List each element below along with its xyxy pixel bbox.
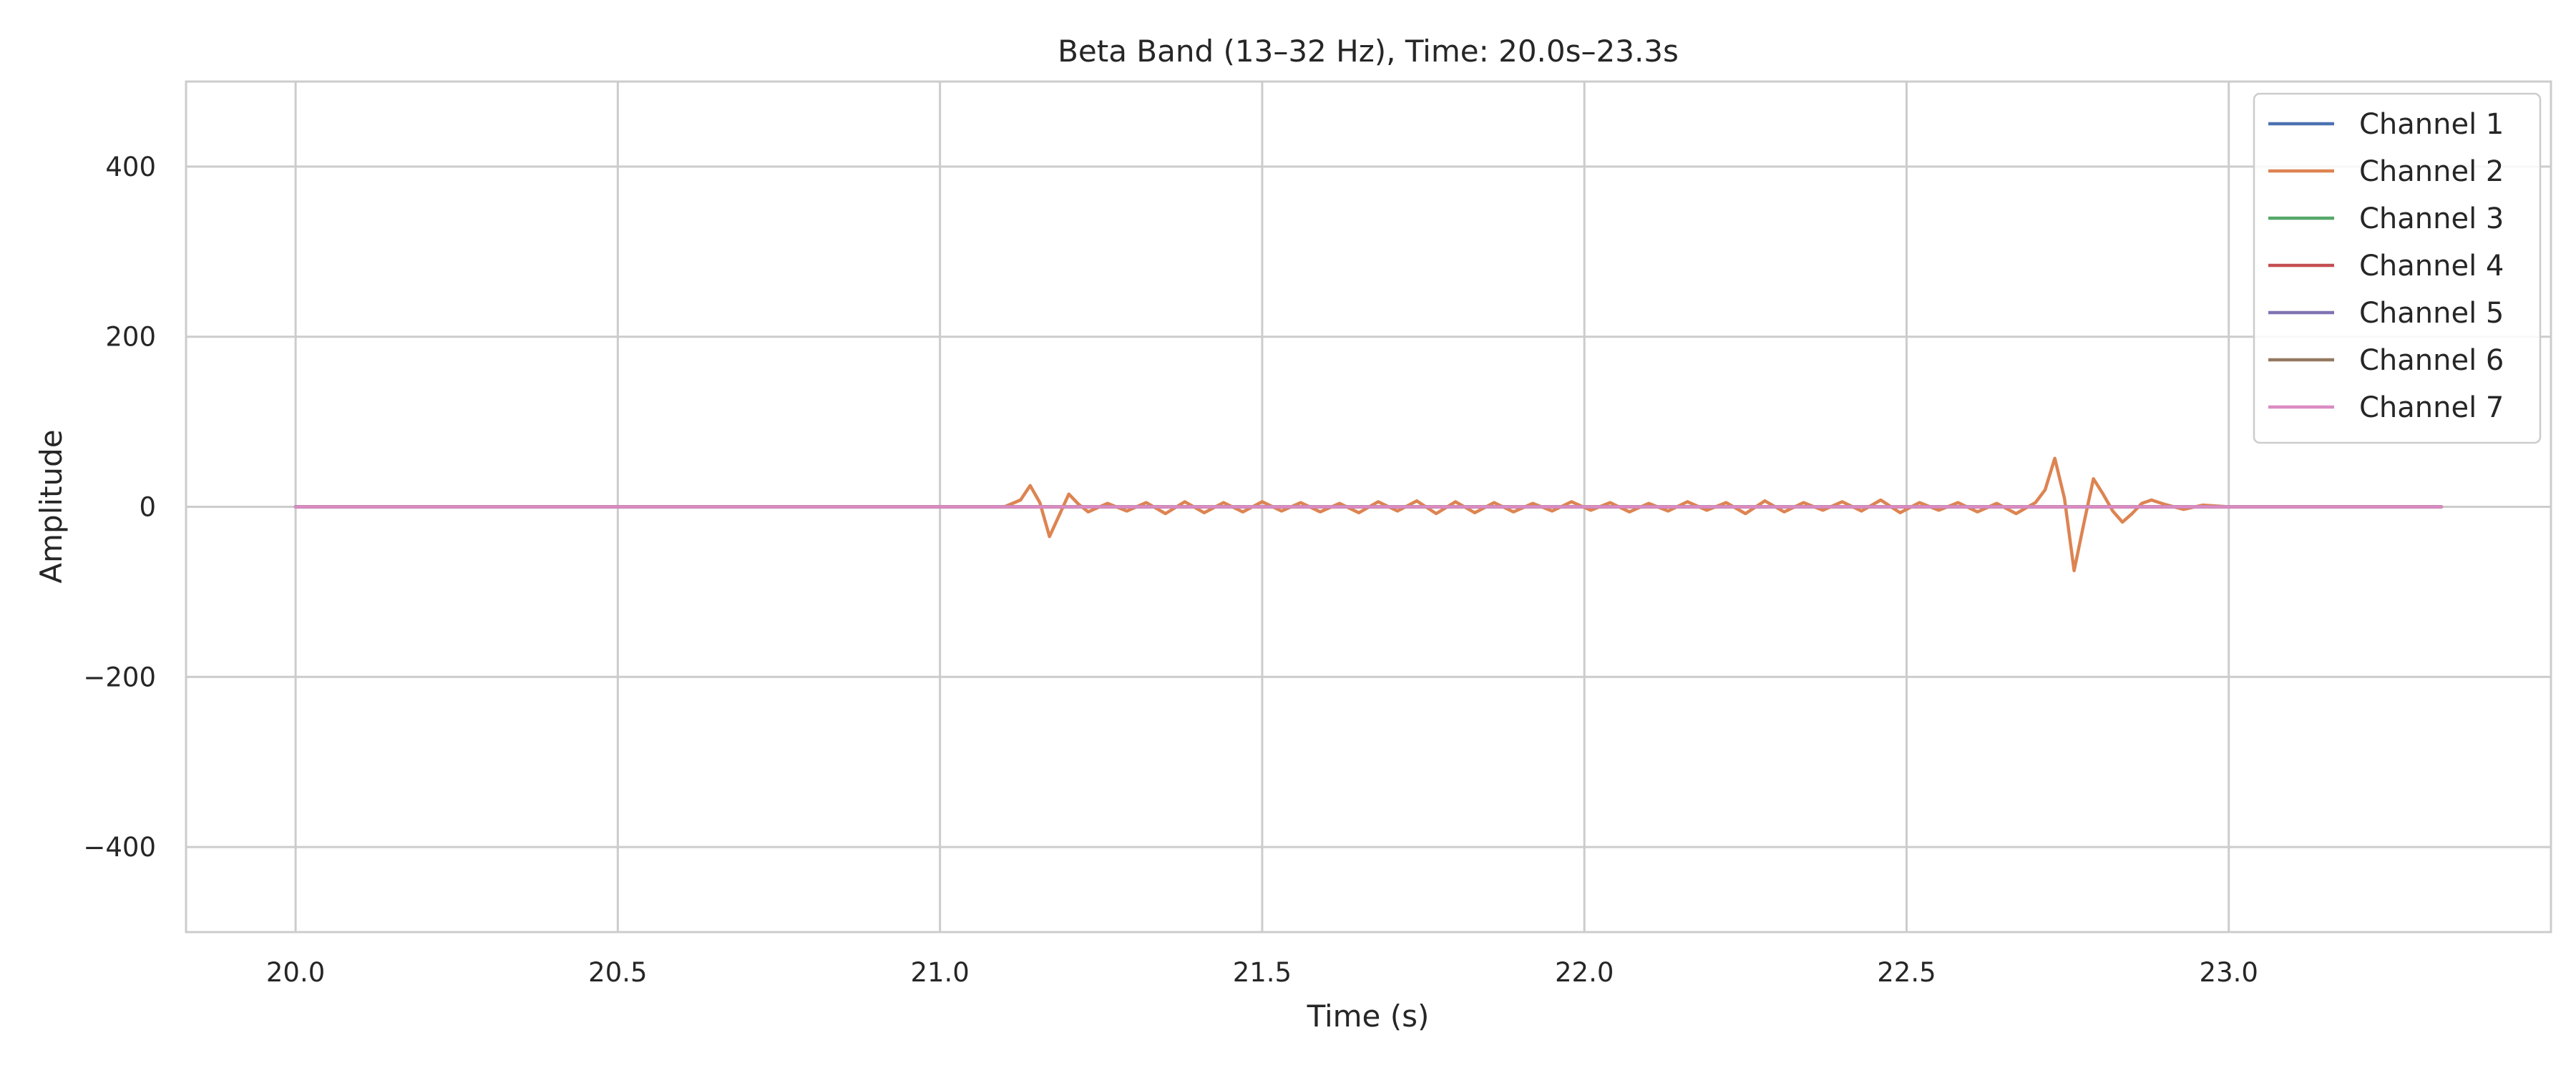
legend: Channel 1 Channel 2 Channel 3 Channel 4 Chan… xyxy=(2253,92,2542,444)
y-axis-label: Amplitude xyxy=(34,429,69,583)
legend-entry-label: Channel 6 xyxy=(2359,344,2504,377)
legend-entry-label: Channel 1 xyxy=(2359,108,2504,141)
x-tick-label: 23.0 xyxy=(2200,957,2258,988)
legend-entry-label: Channel 2 xyxy=(2359,155,2504,188)
legend-entry-label: Channel 7 xyxy=(2359,391,2504,424)
y-axis-ticks: 400 200 0 −200 −400 xyxy=(83,152,156,863)
x-tick-label: 21.5 xyxy=(1233,957,1292,988)
y-tick-label: −400 xyxy=(83,832,156,863)
y-tick-label: −200 xyxy=(83,662,156,692)
y-tick-label: 0 xyxy=(139,492,156,523)
plot-frame xyxy=(185,80,2552,934)
x-tick-label: 20.0 xyxy=(266,957,325,988)
x-tick-label: 21.0 xyxy=(910,957,969,988)
x-tick-label: 20.5 xyxy=(588,957,647,988)
y-tick-label: 200 xyxy=(105,322,156,353)
x-axis-ticks: 20.0 20.5 21.0 21.5 22.0 22.5 23.0 xyxy=(266,957,2258,988)
y-tick-label: 400 xyxy=(105,152,156,182)
x-tick-label: 22.0 xyxy=(1555,957,1614,988)
legend-entry-label: Channel 3 xyxy=(2359,202,2504,235)
series-layer xyxy=(293,456,2444,572)
x-axis-label: Time (s) xyxy=(1307,999,1430,1034)
chart-title: Beta Band (13–32 Hz), Time: 20.0s–23.3s xyxy=(1058,34,1679,69)
legend-entry-label: Channel 5 xyxy=(2359,297,2504,330)
x-tick-label: 22.5 xyxy=(1877,957,1936,988)
legend-entry-label: Channel 4 xyxy=(2359,250,2504,283)
legend-frame xyxy=(2253,92,2542,444)
